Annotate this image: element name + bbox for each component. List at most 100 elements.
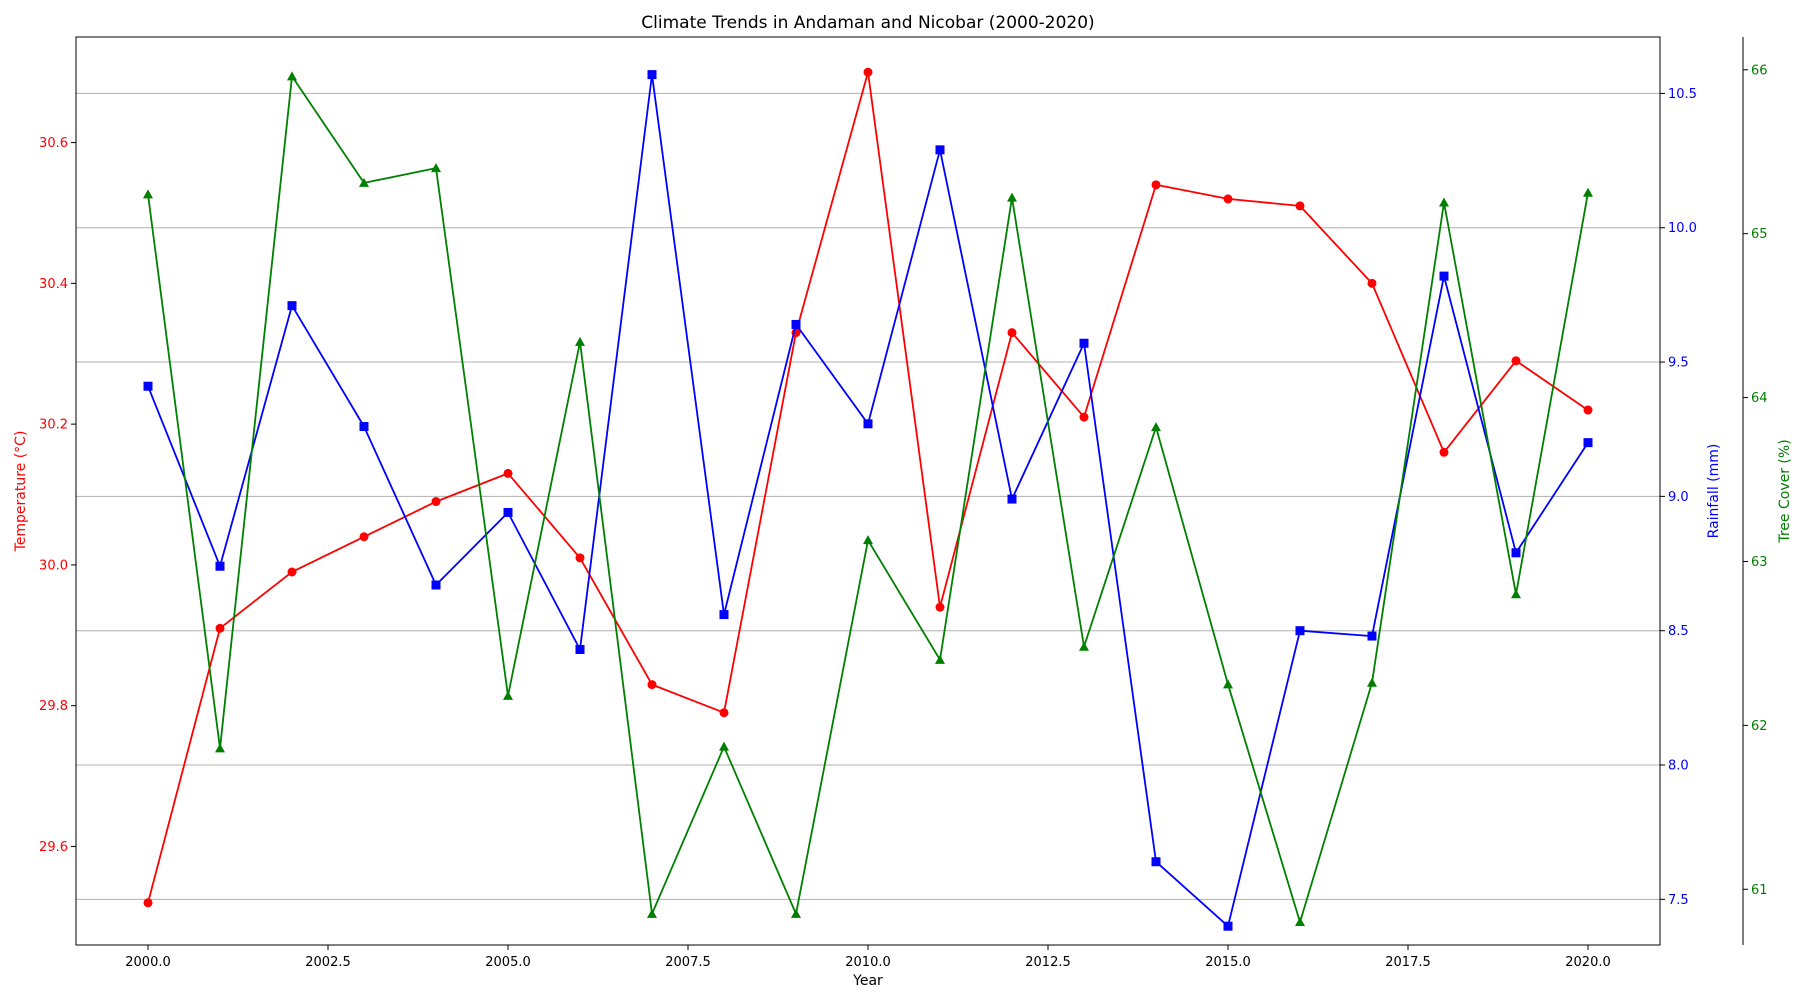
rainfall-point-2008 (719, 610, 729, 620)
x-axis-title: Year (852, 973, 883, 989)
rainfall-point-2010 (863, 419, 873, 429)
tree-cover-point-2000 (143, 189, 153, 199)
temperature-point-2019 (1511, 356, 1521, 366)
tree-cover-point-2004 (431, 163, 441, 173)
tree-cover-point-2016 (1295, 917, 1305, 927)
x-tick-label-3: 2007.5 (665, 955, 711, 970)
tree-cover-point-2001 (215, 743, 225, 753)
rainfall-tick-label-6: 10.5 (1668, 87, 1697, 102)
rainfall-point-2003 (359, 422, 369, 432)
rainfall-axis: 7.5 8.0 8.5 9.0 9.5 10.0 10.5 (1660, 87, 1697, 908)
temperature-point-2002 (287, 567, 297, 577)
tree-cover-point-2020 (1583, 187, 1593, 197)
temperature-tick-label-3: 30.2 (39, 418, 68, 433)
tree-cover-point-2003 (359, 177, 369, 187)
rainfall-point-2000 (143, 381, 153, 391)
rainfall-point-2002 (287, 301, 297, 311)
temperature-axis: 29.6 29.8 30.0 30.2 30.4 30.6 (39, 136, 76, 855)
x-tick-label-7: 2017.5 (1385, 955, 1431, 970)
rainfall-axis-title: Rainfall (mm) (1706, 444, 1722, 539)
tree-cover-tick-label-3: 64 (1751, 391, 1768, 406)
tree-cover-tick-label-0: 61 (1751, 883, 1768, 898)
tree-cover-point-2014 (1151, 422, 1161, 432)
rainfall-tick-label-1: 8.0 (1668, 759, 1689, 774)
tree-cover-tick-label-5: 66 (1751, 63, 1768, 78)
tree-cover-point-2009 (791, 908, 801, 918)
tree-cover-point-2015 (1223, 679, 1233, 689)
temperature-axis-title: Temperature (°C) (13, 431, 29, 553)
temperature-tick-label-4: 30.4 (39, 277, 68, 292)
rainfall-point-2012 (1007, 494, 1017, 504)
temperature-tick-label-0: 29.6 (39, 840, 68, 855)
tree-cover-tick-label-1: 62 (1751, 719, 1768, 734)
rainfall-tick-label-4: 9.5 (1668, 356, 1689, 371)
temperature-point-2010 (863, 67, 873, 77)
tree-cover-axis: 61 62 63 64 65 66 (1743, 63, 1768, 898)
x-tick-label-4: 2010.0 (845, 955, 891, 970)
tree-cover-point-2019 (1511, 589, 1521, 599)
tree-cover-point-2011 (935, 654, 945, 664)
rainfall-point-2014 (1151, 857, 1161, 867)
tree-cover-point-2006 (575, 336, 585, 346)
rainfall-point-2006 (575, 644, 585, 654)
x-tick-label-2: 2005.0 (485, 955, 531, 970)
temperature-point-2004 (431, 497, 441, 507)
temperature-tick-label-1: 29.8 (39, 699, 68, 714)
temperature-point-2017 (1367, 278, 1377, 288)
x-tick-label-1: 2002.5 (305, 955, 351, 970)
temperature-point-2005 (503, 468, 513, 478)
temperature-point-2001 (215, 623, 225, 633)
temperature-point-2006 (575, 553, 585, 563)
tree-cover-point-2005 (503, 690, 513, 700)
temperature-point-2020 (1583, 405, 1593, 415)
tree-cover-point-2010 (863, 535, 873, 545)
temperature-point-2011 (935, 602, 945, 612)
x-tick-label-0: 2000.0 (125, 955, 171, 970)
rainfall-point-2016 (1295, 626, 1305, 636)
rainfall-point-2019 (1511, 548, 1521, 558)
rainfall-point-2011 (935, 145, 945, 155)
x-tick-label-5: 2012.5 (1025, 955, 1071, 970)
temperature-point-2007 (647, 680, 657, 690)
rainfall-point-2020 (1583, 438, 1593, 448)
rainfall-point-2004 (431, 580, 441, 590)
rainfall-tick-label-2: 8.5 (1668, 624, 1689, 639)
rainfall-point-2005 (503, 507, 513, 517)
temperature-point-2018 (1439, 447, 1449, 457)
temperature-point-2003 (359, 532, 369, 542)
temperature-point-2014 (1151, 180, 1161, 190)
temperature-tick-label-5: 30.6 (39, 136, 68, 151)
rainfall-point-2017 (1367, 631, 1377, 641)
rainfall-tick-label-5: 10.0 (1668, 221, 1697, 236)
tree-cover-point-2002 (287, 71, 297, 81)
temperature-point-2008 (719, 708, 729, 718)
tree-cover-tick-label-2: 63 (1751, 555, 1768, 570)
tree-cover-point-2007 (647, 908, 657, 918)
rainfall-point-2015 (1223, 921, 1233, 931)
x-tick-label-8: 2020.0 (1565, 955, 1611, 970)
tree-cover-tick-label-4: 65 (1751, 227, 1768, 242)
temperature-point-2016 (1295, 201, 1305, 211)
x-tick-label-6: 2015.0 (1205, 955, 1251, 970)
rainfall-point-2007 (647, 70, 657, 80)
grid-lines (76, 92, 1660, 900)
temperature-point-2015 (1223, 194, 1233, 204)
tree-cover-point-2013 (1079, 641, 1089, 651)
temperature-tick-label-2: 30.0 (39, 558, 68, 573)
temperature-point-2013 (1079, 412, 1089, 422)
rainfall-point-2001 (215, 561, 225, 571)
rainfall-tick-label-0: 7.5 (1668, 893, 1689, 908)
tree-cover-point-2017 (1367, 677, 1377, 687)
tree-cover-point-2008 (719, 741, 729, 751)
tree-cover-axis-title: Tree Cover (%) (1777, 439, 1793, 543)
rainfall-point-2013 (1079, 338, 1089, 348)
tree-cover-point-2018 (1439, 197, 1449, 207)
tree-cover-point-2012 (1007, 192, 1017, 202)
temperature-point-2000 (143, 898, 153, 908)
rainfall-point-2009 (791, 319, 801, 329)
rainfall-point-2018 (1439, 271, 1449, 281)
rainfall-tick-label-3: 9.0 (1668, 490, 1689, 505)
chart-title: Climate Trends in Andaman and Nicobar (2… (641, 13, 1094, 33)
